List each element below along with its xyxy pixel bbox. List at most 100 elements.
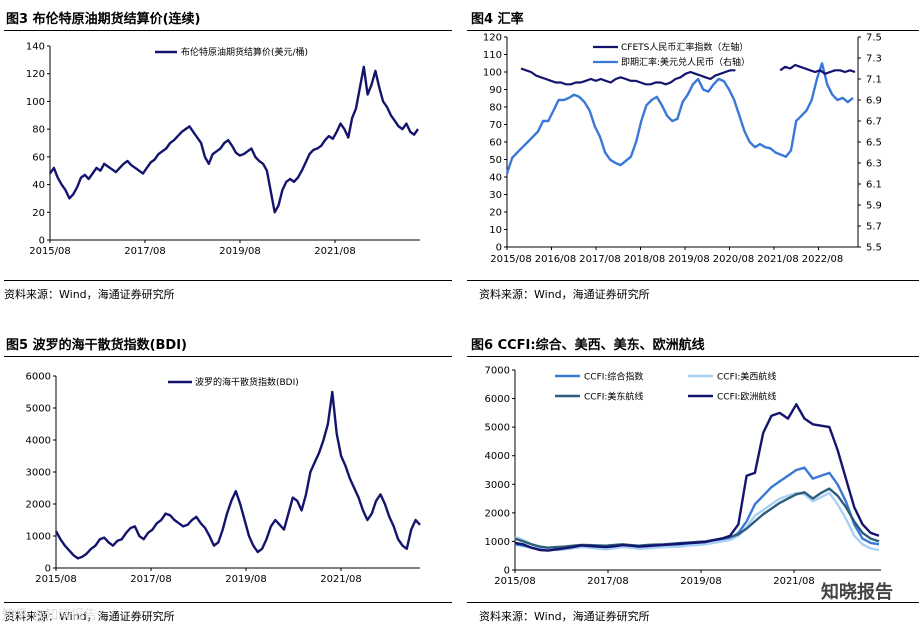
y-tick-label: 3000 — [26, 468, 51, 479]
series-line — [514, 466, 880, 552]
x-tick-label: 2021/08 — [314, 246, 356, 257]
y-tick-label-right: 7.5 — [866, 33, 882, 44]
legend-label: CCFI:美西航线 — [717, 371, 776, 383]
panel-fx: 图4 汇率 0 10 20 30 40 50 60 70 80 90 100 110 120 5.5 5.7… — [463, 0, 923, 310]
y-tick-label: 1000 — [26, 532, 51, 543]
legend-label: CCFI:综合指数 — [584, 371, 643, 383]
y-tick-label: 120 — [483, 33, 502, 44]
y-tick-label-right: 6.5 — [866, 138, 882, 149]
x-tick-label: 2017/08 — [579, 254, 621, 265]
series-line — [514, 491, 880, 552]
y-tick-label: 2000 — [485, 508, 510, 519]
y-tick-label: 0 — [45, 564, 51, 575]
divider — [4, 30, 452, 31]
y-tick-label: 140 — [26, 42, 45, 53]
legend-label: 布伦特原油期货结算价(美元/桶) — [181, 46, 308, 58]
series-line — [514, 403, 880, 552]
y-tick-label: 80 — [489, 103, 502, 114]
y-tick-label: 20 — [32, 208, 45, 219]
legend-label: CFETS人民币汇率指数（左轴） — [621, 41, 748, 53]
y-tick-label-right: 5.7 — [866, 222, 882, 233]
y-tick-label: 40 — [489, 173, 502, 184]
panel-brent: 图3 布伦特原油期货结算价(连续) 0 20 40 60 80 100 120 140 2015… — [0, 0, 455, 310]
x-tick-label: 2019/08 — [219, 246, 261, 257]
divider — [4, 280, 452, 281]
y-tick-label: 20 — [489, 208, 502, 219]
panel-title: 图5 波罗的海干散货指数(BDI) — [6, 338, 187, 353]
series-line-usdcny — [505, 62, 854, 174]
series-line — [514, 487, 880, 549]
y-tick-label: 120 — [26, 69, 45, 80]
source-note: 资料来源：Wind，海通证券研究所 — [4, 288, 175, 301]
y-tick-label: 3000 — [485, 480, 510, 491]
divider — [467, 30, 919, 31]
y-tick-label: 0 — [504, 566, 510, 577]
y-tick-label: 70 — [489, 120, 502, 131]
x-tick-label: 2015/08 — [35, 574, 77, 585]
x-tick-label: 2019/08 — [668, 254, 710, 265]
source-note: 资料来源：Wind，海通证券研究所 — [479, 288, 650, 301]
x-tick-label: 2021/08 — [757, 254, 799, 265]
divider — [467, 356, 919, 357]
x-tick-label: 2019/08 — [225, 574, 267, 585]
divider — [467, 602, 919, 603]
y-tick-label: 7000 — [485, 366, 510, 377]
y-tick-label: 6000 — [485, 394, 510, 405]
x-tick-label: 2017/08 — [587, 576, 629, 587]
x-tick-label: 2015/08 — [490, 254, 532, 265]
y-tick-label: 5000 — [26, 404, 51, 415]
legend-label: 即期汇率:美元兑人民币（右轴） — [621, 56, 750, 68]
panel-bdi: 图5 波罗的海干散货指数(BDI) 0 1000 2000 3000 4000 5000 6… — [0, 328, 455, 634]
y-tick-label: 10 — [489, 225, 502, 236]
y-tick-label: 1000 — [485, 537, 510, 548]
y-tick-label: 80 — [32, 125, 45, 136]
y-tick-label: 0 — [496, 243, 502, 254]
y-tick-label-right: 6.9 — [866, 96, 882, 107]
x-tick-label: 2015/08 — [494, 576, 536, 587]
divider — [4, 356, 452, 357]
x-tick-label: 2022/08 — [802, 254, 844, 265]
y-tick-label: 60 — [489, 138, 502, 149]
y-tick-label: 110 — [483, 50, 502, 61]
source-note: 资料来源：Wind，海通证券研究所 — [479, 610, 650, 623]
divider — [467, 280, 919, 281]
y-tick-label: 100 — [26, 97, 45, 108]
y-tick-label: 6000 — [26, 372, 51, 383]
divider — [4, 602, 452, 603]
y-tick-label-right: 6.7 — [866, 117, 882, 128]
x-tick-label: 2017/08 — [130, 574, 172, 585]
brent-chart: 0 20 40 60 80 100 120 140 2015/08 2017/08 2019/08 2… — [26, 42, 420, 257]
y-tick-label: 4000 — [485, 451, 510, 462]
x-tick-label: 2021/08 — [320, 574, 362, 585]
y-tick-label: 100 — [483, 68, 502, 79]
y-tick-label: 5000 — [485, 423, 510, 434]
y-tick-label: 60 — [32, 152, 45, 163]
y-tick-label: 50 — [489, 155, 502, 166]
ccfi-chart: 0 1000 2000 3000 4000 5000 6000 7000 2015/08 2017… — [485, 366, 881, 587]
y-tick-label-right: 5.5 — [866, 243, 882, 254]
x-tick-label: 2021/08 — [773, 576, 815, 587]
series-line — [49, 65, 419, 214]
source-note: 资料来源：Wind，海通证券研究所 — [4, 610, 175, 623]
y-tick-label-right: 7.3 — [866, 54, 882, 65]
y-tick-label-right: 5.9 — [866, 201, 882, 212]
panel-title: 图4 汇率 — [471, 12, 524, 27]
legend-label: CCFI:欧洲航线 — [717, 391, 776, 403]
y-tick-label: 0 — [39, 236, 45, 247]
series-line-cfets — [520, 63, 856, 86]
legend-label: CCFI:美东航线 — [584, 391, 643, 403]
fx-chart: 0 10 20 30 40 50 60 70 80 90 100 110 120 5.5 5.7 5.9 6.1… — [483, 33, 882, 266]
y-tick-label: 2000 — [26, 500, 51, 511]
x-tick-label: 2019/08 — [680, 576, 722, 587]
watermark: 知晓报告 — [821, 582, 893, 603]
y-tick-label: 30 — [489, 190, 502, 201]
watermark-faint: 知乎 @知晓报告 — [2, 608, 98, 623]
panel-title: 图3 布伦特原油期货结算价(连续) — [6, 12, 201, 27]
y-tick-label-right: 6.1 — [866, 180, 882, 191]
bdi-chart: 0 1000 2000 3000 4000 5000 6000 2015/08 2017/08 2… — [26, 372, 421, 585]
y-tick-label-right: 7.1 — [866, 75, 882, 86]
legend-label: 波罗的海干散货指数(BDI) — [195, 376, 299, 388]
y-tick-label-right: 6.3 — [866, 159, 882, 170]
panel-title: 图6 CCFI:综合、美西、美东、欧洲航线 — [471, 338, 705, 353]
series-line — [54, 390, 421, 560]
